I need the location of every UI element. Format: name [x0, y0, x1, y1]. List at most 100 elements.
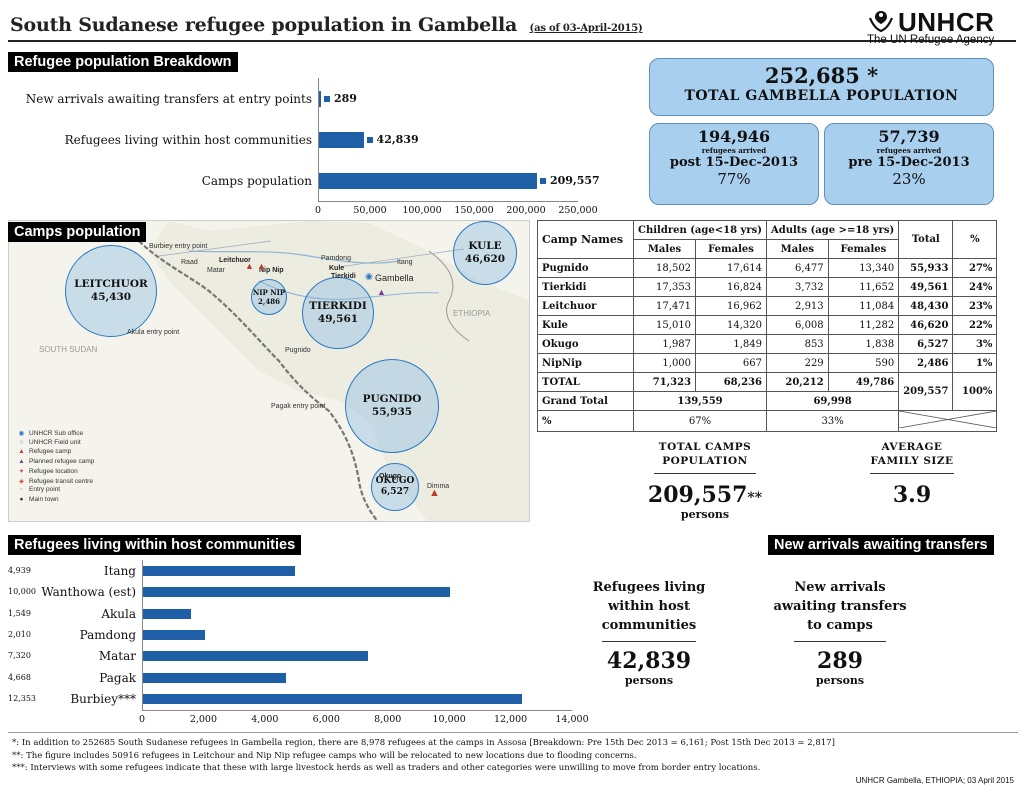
total-camps-head-1: TOTAL CAMPS	[658, 441, 752, 453]
chart-value-text: 42,839	[376, 132, 419, 146]
footnote-2: **: The figure includes 50916 refugees i…	[12, 751, 637, 761]
total-row-af: 49,786	[827, 372, 900, 392]
legend-label: Refugee location	[29, 468, 78, 475]
chart-value-text: 1,549	[8, 608, 31, 618]
family-size-head-2: FAMILY SIZE	[870, 455, 954, 467]
gambella-office-icon: ◉	[365, 271, 373, 281]
header-pct: %	[952, 220, 998, 259]
legend-symbol-icon: ▾	[19, 468, 24, 475]
chart-bar	[143, 608, 191, 619]
family-size-head-1: AVERAGE	[881, 441, 943, 453]
chart-tick-label: 6,000	[312, 713, 340, 725]
chart-value-text: 2,010	[8, 629, 31, 639]
cell-cm: 17,353	[632, 277, 697, 297]
chart-value-text: 4,668	[8, 672, 31, 682]
host-stat-head-2: within host	[608, 599, 690, 614]
cell-af: 11,652	[827, 277, 900, 297]
total-camps-mark: **	[747, 490, 763, 506]
chart-value-text: 289	[334, 91, 357, 105]
cell-total: 6,527	[898, 334, 954, 354]
chart-bar	[143, 672, 287, 683]
chart-tick-label: 0	[314, 205, 322, 216]
new-arrivals-unit: persons	[815, 674, 865, 687]
map-bubble-pugnido: PUGNIDO 55,935	[345, 359, 439, 453]
cell-am: 6,477	[765, 258, 829, 278]
chart-category-label: Akula	[101, 606, 136, 621]
chart-value-label: 1,549	[8, 607, 31, 621]
chart-category-label: New arrivals awaiting transfers at entry…	[25, 91, 312, 106]
total-population-box: 252,685 * TOTAL GAMBELLA POPULATION	[649, 58, 994, 116]
chart-value-label: 10,000	[8, 585, 36, 599]
bubble-name: OKUGO	[375, 476, 415, 486]
bubble-name: PUGNIDO	[362, 393, 422, 405]
bubble-name: LEITCHUOR	[74, 278, 148, 290]
unhcr-emblem-icon	[866, 8, 896, 39]
chart-category-label: Pamdong	[79, 627, 136, 642]
camp-rows: Pugnido 18,502 17,614 6,477 13,340 55,933 27% T…	[537, 258, 998, 373]
pre-arrival-label: pre 15-Dec-2013	[848, 155, 970, 170]
pct-row-adults: 33%	[765, 410, 900, 432]
map-bubble-okugo: OKUGO 6,527	[371, 463, 419, 511]
chart-value-label: 42,839	[366, 132, 419, 147]
bubble-value: 6,527	[380, 487, 410, 497]
post-arrival-pct: 77%	[717, 170, 751, 188]
chart-tick-label: 2,000	[189, 713, 218, 725]
legend-item: ● Main town	[17, 496, 94, 506]
camp-triangle-icon: ▲	[429, 487, 440, 499]
total-camps-stat: TOTAL CAMPS POPULATION 209,557** persons	[640, 440, 770, 521]
cell-am: 229	[765, 353, 829, 373]
map-label-pugnido-town: Pugnido	[285, 347, 311, 354]
page-title: South Sudanese refugee population in Gam…	[10, 14, 643, 36]
legend-label: Refugee transit centre	[29, 477, 93, 485]
total-population-value: 252,685 *	[764, 63, 879, 88]
chart-tick-label: 4,000	[251, 713, 279, 725]
header-total: Total	[898, 220, 954, 259]
legend-item: ▲ Planned refugee camp	[17, 458, 94, 468]
cell-af: 11,084	[827, 296, 900, 316]
legend-label: UNHCR Field unit	[29, 438, 81, 446]
cell-name: Leitchuor	[537, 296, 634, 316]
chart-x-axis	[142, 709, 572, 711]
host-stat-value: 42,839	[606, 648, 692, 674]
unhcr-logo: UNHCR The UN Refugee Agency	[866, 8, 1016, 46]
chart-tick-label: 8,000	[374, 713, 402, 725]
cell-total: 48,430	[898, 296, 954, 316]
chart-value-label: 7,320	[8, 649, 31, 663]
legend-square-icon	[324, 95, 330, 102]
pre-arrival-value: 57,739	[878, 127, 940, 146]
breakdown-heading: Refugee population Breakdown	[8, 52, 238, 72]
combined-total: 209,557	[898, 372, 954, 411]
host-stat-rule	[602, 641, 696, 642]
cell-af: 13,340	[827, 258, 900, 278]
chart-tick-label: 100,000	[402, 205, 442, 216]
table-row: Okugo 1,987 1,849 853 1,838 6,527 3%	[537, 334, 998, 354]
cell-name: NipNip	[537, 353, 634, 373]
legend-item: ○ UNHCR Field unit	[17, 439, 94, 449]
header-children: Children (age<18 yrs)	[633, 220, 767, 240]
chart-bar	[143, 565, 295, 576]
total-camps-unit: persons	[680, 508, 730, 521]
camp-table-wrap: Camp Names Children (age<18 yrs) Adults …	[537, 220, 998, 432]
chart-category-label: Refugees living within host communities	[64, 132, 312, 147]
bubble-value: 2,486	[258, 297, 280, 306]
chart-category-label: Matar	[98, 649, 136, 664]
legend-item: ◦ Entry point	[17, 486, 94, 496]
map-label-itang: Itang	[397, 259, 413, 266]
host-stat-unit: persons	[624, 674, 674, 687]
chart-tick-label: 0	[138, 713, 146, 725]
post-arrival-sub: refugees arrived	[701, 146, 767, 155]
chart-bar	[143, 629, 205, 640]
bubble-name: TIERKIDI	[309, 300, 367, 312]
chart-value-text: 12,353	[8, 694, 36, 704]
footnote-rule	[8, 732, 1018, 733]
footnote-3: ***: Interviews with some refugees indic…	[12, 763, 761, 773]
chart-y-axis	[142, 560, 143, 710]
cell-total: 55,933	[898, 258, 954, 278]
pct-row-children: 67%	[633, 410, 767, 432]
chart-bar	[143, 651, 368, 662]
chart-tick-label: 150,000	[454, 205, 494, 216]
header-adults-males: Males	[765, 239, 829, 259]
post-arrival-box: 194,946 refugees arrived post 15-Dec-201…	[649, 123, 819, 205]
legend-label: Refugee camp	[29, 448, 72, 455]
grand-row-name: Grand Total	[537, 391, 634, 411]
